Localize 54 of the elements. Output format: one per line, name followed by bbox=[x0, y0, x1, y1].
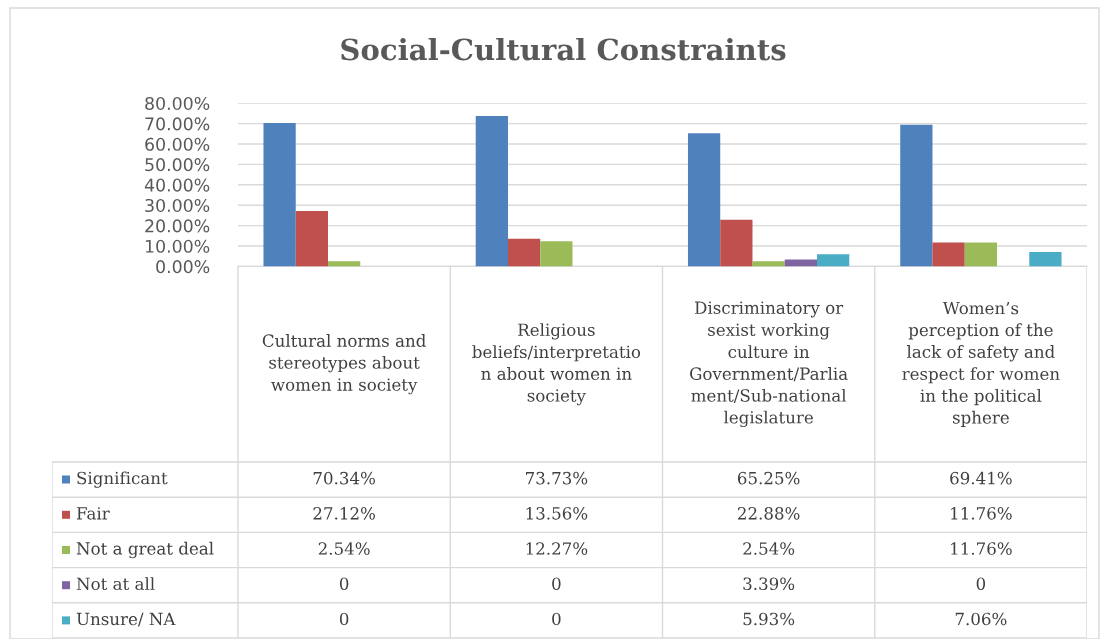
bar bbox=[900, 124, 933, 267]
bar bbox=[475, 115, 508, 267]
bar bbox=[817, 254, 850, 267]
legend-label: Unsure/ NA bbox=[76, 612, 176, 627]
y-tick-label: 20.00% bbox=[145, 219, 210, 233]
bar bbox=[540, 241, 573, 267]
bar bbox=[784, 259, 818, 267]
data-label: 11.76% bbox=[951, 507, 1012, 520]
bar bbox=[720, 219, 753, 267]
chart-title: Social-Cultural Constraints bbox=[341, 37, 786, 61]
y-tick-label: 80.00% bbox=[145, 96, 210, 111]
data-label: 3.39% bbox=[743, 577, 795, 591]
y-tick-label: 60.00% bbox=[145, 137, 210, 151]
legend-label: Fair bbox=[76, 507, 110, 520]
data-label: 7.06% bbox=[955, 612, 1007, 626]
y-tick-label: 30.00% bbox=[145, 198, 210, 213]
data-label: 13.56% bbox=[526, 507, 588, 520]
legend-label: Not at all bbox=[76, 577, 155, 591]
legend-label: Significant bbox=[77, 471, 168, 488]
x-tick-label: Discriminatory or sexist working culture in Government/Parliament/Sub-national legislature bbox=[690, 301, 848, 428]
bar bbox=[1029, 252, 1062, 267]
y-tick-label: 40.00% bbox=[144, 178, 210, 192]
bar bbox=[752, 261, 785, 267]
data-label: 69.41% bbox=[950, 471, 1012, 485]
data-label: 5.93% bbox=[743, 612, 795, 626]
data-label: 73.73% bbox=[526, 471, 588, 485]
bar bbox=[687, 133, 721, 267]
bar bbox=[327, 261, 361, 267]
data-label: 11.76% bbox=[951, 542, 1012, 555]
data-label: 0 bbox=[552, 577, 561, 591]
bar bbox=[263, 122, 296, 267]
data-label: 0 bbox=[976, 577, 986, 591]
x-tick-label: Women’s perception of the lack of safety and respect for women in the political sphere bbox=[902, 301, 1060, 427]
data-label: 0 bbox=[552, 612, 561, 626]
x-tick-label: Cultural norms and stereotypes about women in society bbox=[262, 334, 426, 395]
legend-label: Not a great deal bbox=[76, 541, 214, 559]
y-tick-label: 0.00% bbox=[156, 260, 210, 274]
y-tick-label: 10.00% bbox=[145, 239, 210, 253]
bar bbox=[295, 211, 328, 267]
y-tick-label: 50.00% bbox=[145, 158, 210, 172]
y-tick-label: 70.00% bbox=[145, 117, 210, 131]
x-tick-label: Religious beliefs/interpretation about women in society bbox=[472, 323, 641, 406]
data-label: 70.34% bbox=[313, 471, 375, 485]
data-label: 0 bbox=[339, 612, 349, 626]
data-label: 2.54% bbox=[318, 542, 370, 555]
data-label: 27.12% bbox=[313, 507, 375, 520]
data-label: 2.54% bbox=[743, 542, 795, 555]
data-label: 0 bbox=[339, 577, 349, 591]
data-label: 65.25% bbox=[737, 471, 800, 485]
data-label: 22.88% bbox=[737, 507, 800, 520]
bar bbox=[964, 242, 998, 267]
data-label: 12.27% bbox=[526, 542, 588, 555]
bar bbox=[932, 242, 965, 267]
bar bbox=[507, 238, 541, 267]
